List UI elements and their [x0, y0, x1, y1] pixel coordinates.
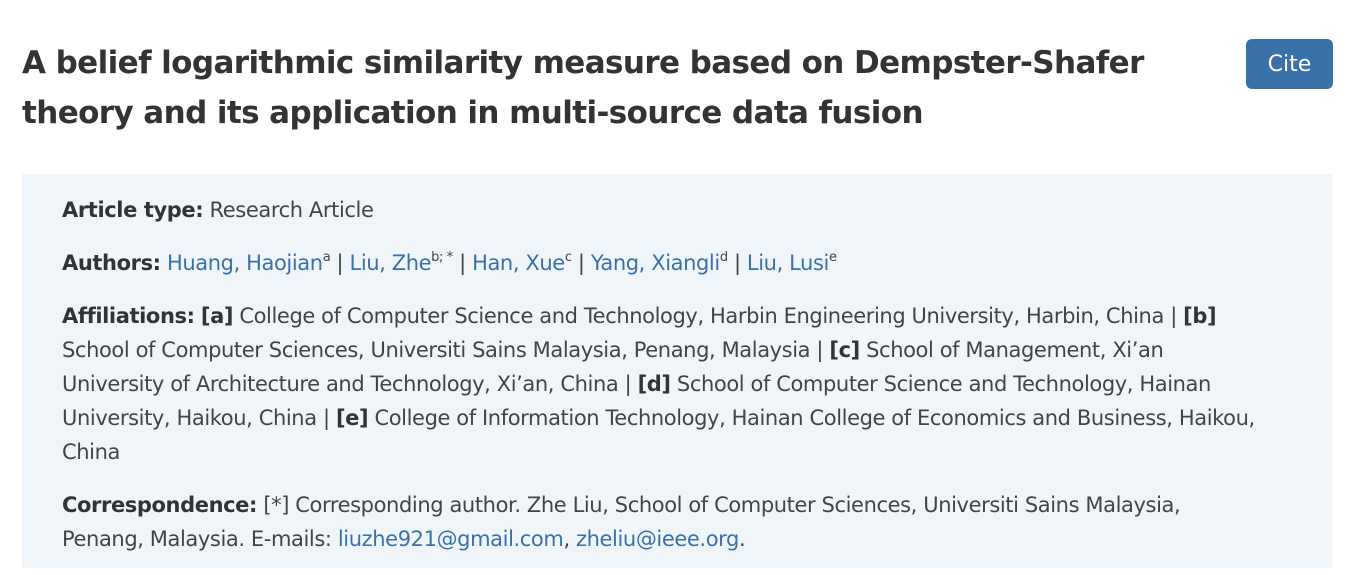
affiliation-text: School of Computer Science and Technolog…: [62, 372, 1211, 430]
author-affiliation-sup: b; *: [431, 250, 453, 265]
author-link[interactable]: Huang, Haojian: [166, 251, 323, 275]
affiliations-label: Affiliations:: [62, 304, 195, 328]
author-affiliation-sup: c: [564, 250, 572, 265]
affiliation-separator: |: [816, 338, 824, 362]
email-link[interactable]: zheliu@ieee.org: [576, 527, 739, 551]
end-period: .: [738, 527, 746, 551]
affiliation-separator: |: [322, 406, 330, 430]
article-metadata-panel: Article type: Research Article Authors: …: [22, 174, 1333, 568]
affiliation-text: School of Management, Xi’an University o…: [62, 338, 1164, 396]
affiliation-mark: [e]: [335, 406, 369, 430]
affiliations-row: Affiliations: [a] College of Computer Sc…: [62, 299, 1262, 469]
article-type-label: Article type:: [62, 198, 204, 222]
affiliation-separator: |: [624, 372, 632, 396]
email-link[interactable]: liuzhe921@gmail.com: [337, 527, 564, 551]
article-header: A belief logarithmic similarity measure …: [22, 38, 1212, 138]
author-link[interactable]: Han, Xue: [472, 251, 565, 275]
affiliation-text: College of Computer Science and Technolo…: [239, 304, 1164, 328]
email-separator: ,: [563, 527, 570, 551]
authors-row: Authors: Huang, Haojiana | Liu, Zheb; * …: [62, 246, 1262, 280]
author-separator: |: [577, 251, 585, 275]
author-link[interactable]: Liu, Lusi: [746, 251, 829, 275]
article-type-row: Article type: Research Article: [62, 193, 1262, 227]
affiliation-text: College of Information Technology, Haina…: [62, 406, 1255, 464]
author-affiliation-sup: e: [828, 250, 837, 265]
author-separator: |: [336, 251, 344, 275]
authors-label: Authors:: [62, 251, 161, 275]
affiliation-mark: [d]: [637, 372, 671, 396]
affiliation-mark: [b]: [1183, 304, 1217, 328]
correspondence-text: [*] Corresponding author. Zhe Liu, Schoo…: [62, 493, 1181, 551]
author-link[interactable]: Yang, Xiangli: [590, 251, 720, 275]
affiliation-separator: |: [1170, 304, 1177, 328]
author-separator: |: [733, 251, 741, 275]
affiliation-mark: [a]: [200, 304, 234, 328]
cite-button[interactable]: Cite: [1246, 39, 1333, 89]
affiliation-mark: [c]: [829, 338, 860, 362]
author-affiliation-sup: d: [719, 250, 728, 265]
correspondence-label: Correspondence:: [62, 493, 258, 517]
correspondence-row: Correspondence: [*] Corresponding author…: [62, 488, 1262, 556]
author-link[interactable]: Liu, Zhe: [349, 251, 432, 275]
article-type-value: Research Article: [209, 198, 374, 222]
affiliation-text: School of Computer Sciences, Universiti …: [62, 338, 811, 362]
author-affiliation-sup: a: [322, 250, 331, 265]
article-title: A belief logarithmic similarity measure …: [22, 45, 1144, 131]
author-separator: |: [459, 251, 466, 275]
